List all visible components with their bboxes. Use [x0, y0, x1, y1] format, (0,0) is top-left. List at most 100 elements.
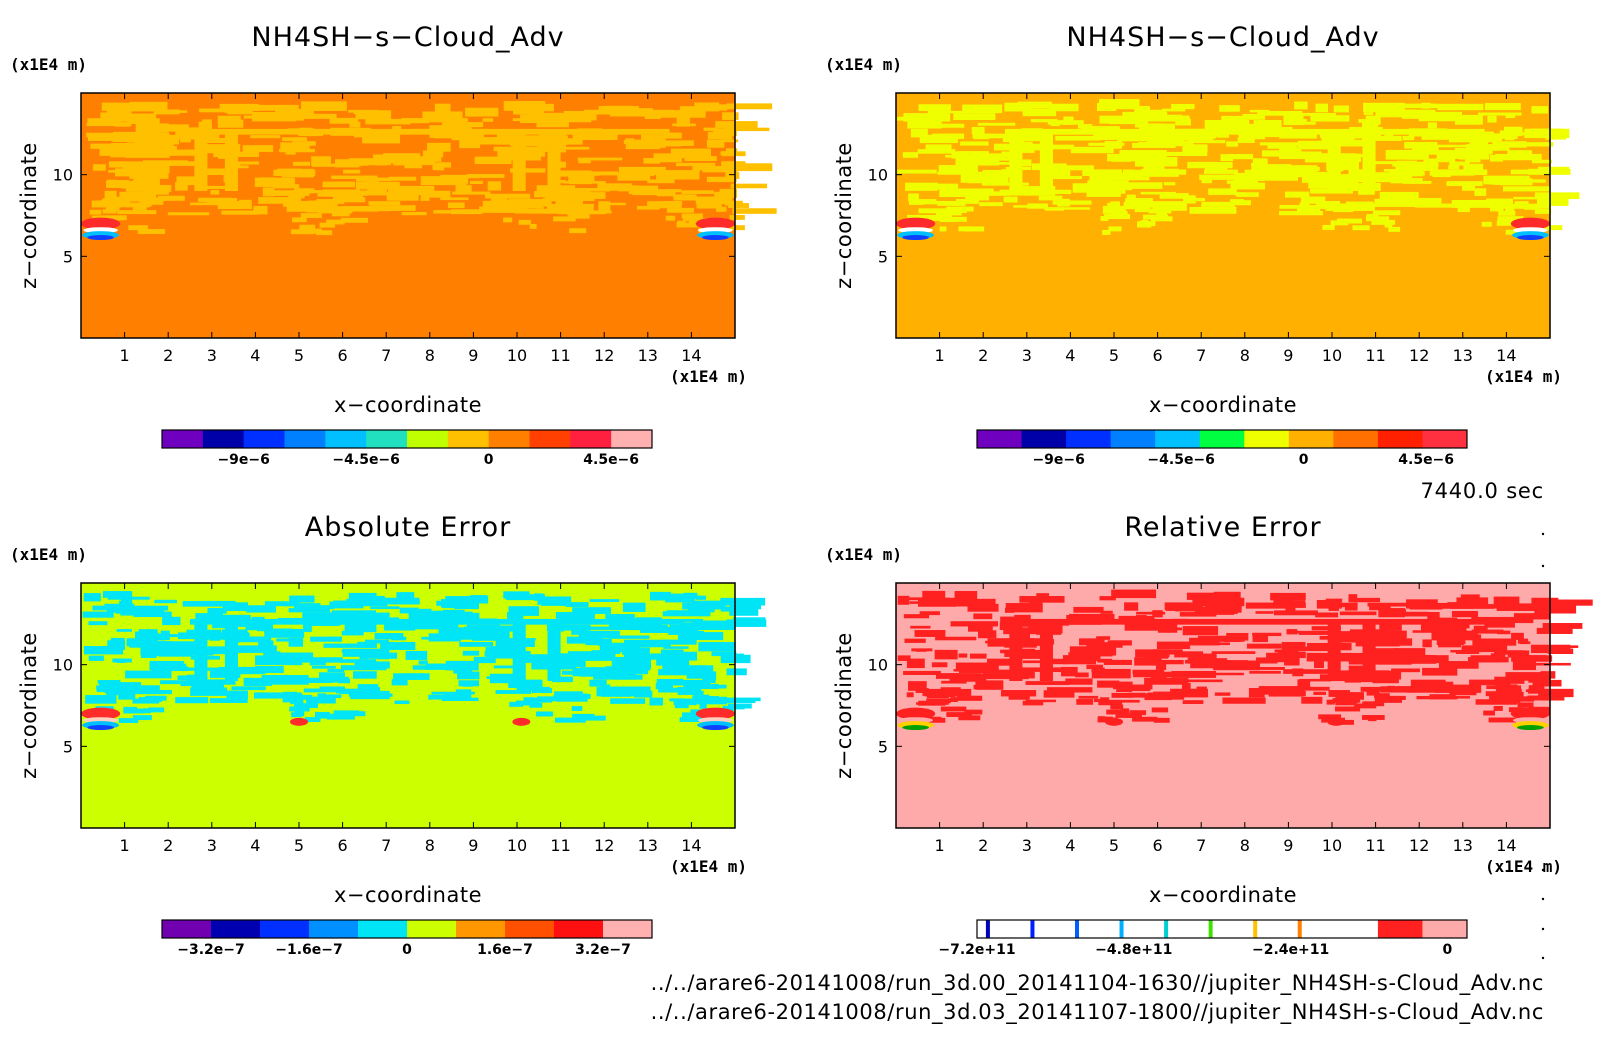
contour-patch	[1078, 695, 1099, 699]
colorbar-segment	[284, 430, 326, 448]
contour-patch	[190, 687, 228, 696]
contour-patch	[421, 636, 452, 640]
contour-patch	[1140, 191, 1176, 195]
contour-patch	[563, 110, 597, 121]
contour-patch	[443, 693, 463, 699]
contour-patch	[1534, 604, 1577, 614]
x-tick-label: 5	[294, 836, 304, 855]
contour-patch	[152, 149, 200, 156]
contour-patch	[553, 146, 590, 150]
core-blob	[290, 717, 308, 726]
contour-patch	[1238, 133, 1266, 140]
contour-patch	[169, 134, 217, 140]
contour-patch	[572, 611, 596, 616]
contour-patch	[1136, 136, 1165, 140]
colorbar-segment	[1244, 920, 1290, 938]
plot-frame	[895, 92, 1551, 339]
contour-patch	[1496, 603, 1538, 611]
contour-patch	[149, 649, 177, 657]
contour-patch	[1463, 163, 1484, 172]
contour-patch	[1505, 672, 1550, 681]
x-tick-label: 9	[1283, 346, 1293, 365]
contour-patch	[440, 197, 469, 201]
core-blob	[1327, 717, 1346, 726]
contour-patch	[374, 633, 404, 640]
contour-patch	[1495, 684, 1518, 690]
contour-patch	[1423, 158, 1456, 163]
contour-patch	[1152, 204, 1176, 209]
x-tick-label: 1	[935, 836, 945, 855]
contour-patch	[1104, 214, 1130, 219]
contour-patch	[1427, 612, 1440, 620]
colorbar: −9e−6 −4.5e−6 0 4.5e−6	[976, 429, 1468, 468]
contour-patch	[238, 636, 272, 643]
contour-patch	[1379, 622, 1402, 631]
core-blob	[81, 217, 121, 230]
contour-patch	[1054, 167, 1069, 177]
contour-patch	[198, 185, 237, 189]
contour-patch	[908, 193, 919, 202]
contour-patch	[118, 718, 139, 723]
contour-patch	[1422, 667, 1458, 676]
contour-patch	[288, 637, 304, 647]
contour-patch	[1055, 135, 1101, 141]
contour-patch	[403, 673, 430, 680]
colorbar-frame	[161, 429, 653, 449]
contour-patch	[1181, 682, 1191, 692]
contour-patch	[955, 662, 999, 671]
contour-patch	[722, 705, 730, 711]
contour-patch	[229, 161, 260, 165]
colorbar-segment	[260, 920, 310, 938]
contour-patch	[117, 689, 146, 694]
contour-patch	[495, 690, 532, 694]
contour-patch	[1144, 659, 1184, 665]
contour-patch	[224, 132, 238, 191]
contour-patch	[1211, 651, 1256, 654]
x-axis-label: x−coordinate	[1149, 883, 1297, 907]
contour-patch	[354, 661, 390, 669]
y-axis-label: z−coordinate	[17, 632, 41, 779]
contour-patch	[1409, 604, 1443, 610]
contour-patch	[138, 685, 160, 691]
contour-patch	[705, 678, 716, 684]
contour-patch	[647, 179, 675, 184]
contour-patch	[319, 222, 335, 228]
contour-patch	[314, 228, 322, 234]
contour-patch	[198, 144, 241, 154]
contour-patch	[1282, 646, 1329, 652]
contour-patch	[493, 665, 522, 669]
contour-patch	[724, 200, 743, 206]
contour-patch	[656, 658, 690, 666]
contour-patch	[1043, 690, 1075, 698]
contour-patch	[1527, 695, 1548, 701]
contour-patch	[1456, 597, 1489, 606]
contour-patch	[1286, 629, 1298, 635]
contour-patch	[1519, 641, 1531, 645]
contour-patch	[903, 113, 951, 122]
colorbar-segment	[529, 430, 571, 448]
contour-patch	[1412, 630, 1447, 633]
contour-patch	[428, 694, 457, 700]
contour-patch	[1005, 618, 1485, 625]
core-blob	[896, 707, 936, 720]
contour-patch	[418, 660, 428, 665]
contour-patch	[391, 679, 408, 686]
contour-patch	[93, 164, 106, 171]
chart-title: Relative Error	[1124, 512, 1321, 543]
contour-patch	[1277, 133, 1292, 137]
contour-patch	[1107, 640, 1132, 646]
contour-patch	[1297, 679, 1311, 689]
contour-patch	[1471, 629, 1504, 634]
contour-patch	[650, 653, 680, 660]
contour-patch	[1124, 203, 1135, 208]
contour-patch	[673, 194, 697, 201]
contour-patch	[1120, 708, 1130, 714]
contour-patch	[362, 133, 401, 144]
contour-patch	[1201, 610, 1235, 615]
contour-patch	[556, 113, 567, 122]
core-blob	[702, 235, 729, 241]
contour-patch	[1348, 665, 1366, 673]
contour-patch	[1069, 613, 1115, 622]
contour-patch	[563, 201, 576, 207]
contour-patch	[420, 176, 467, 186]
